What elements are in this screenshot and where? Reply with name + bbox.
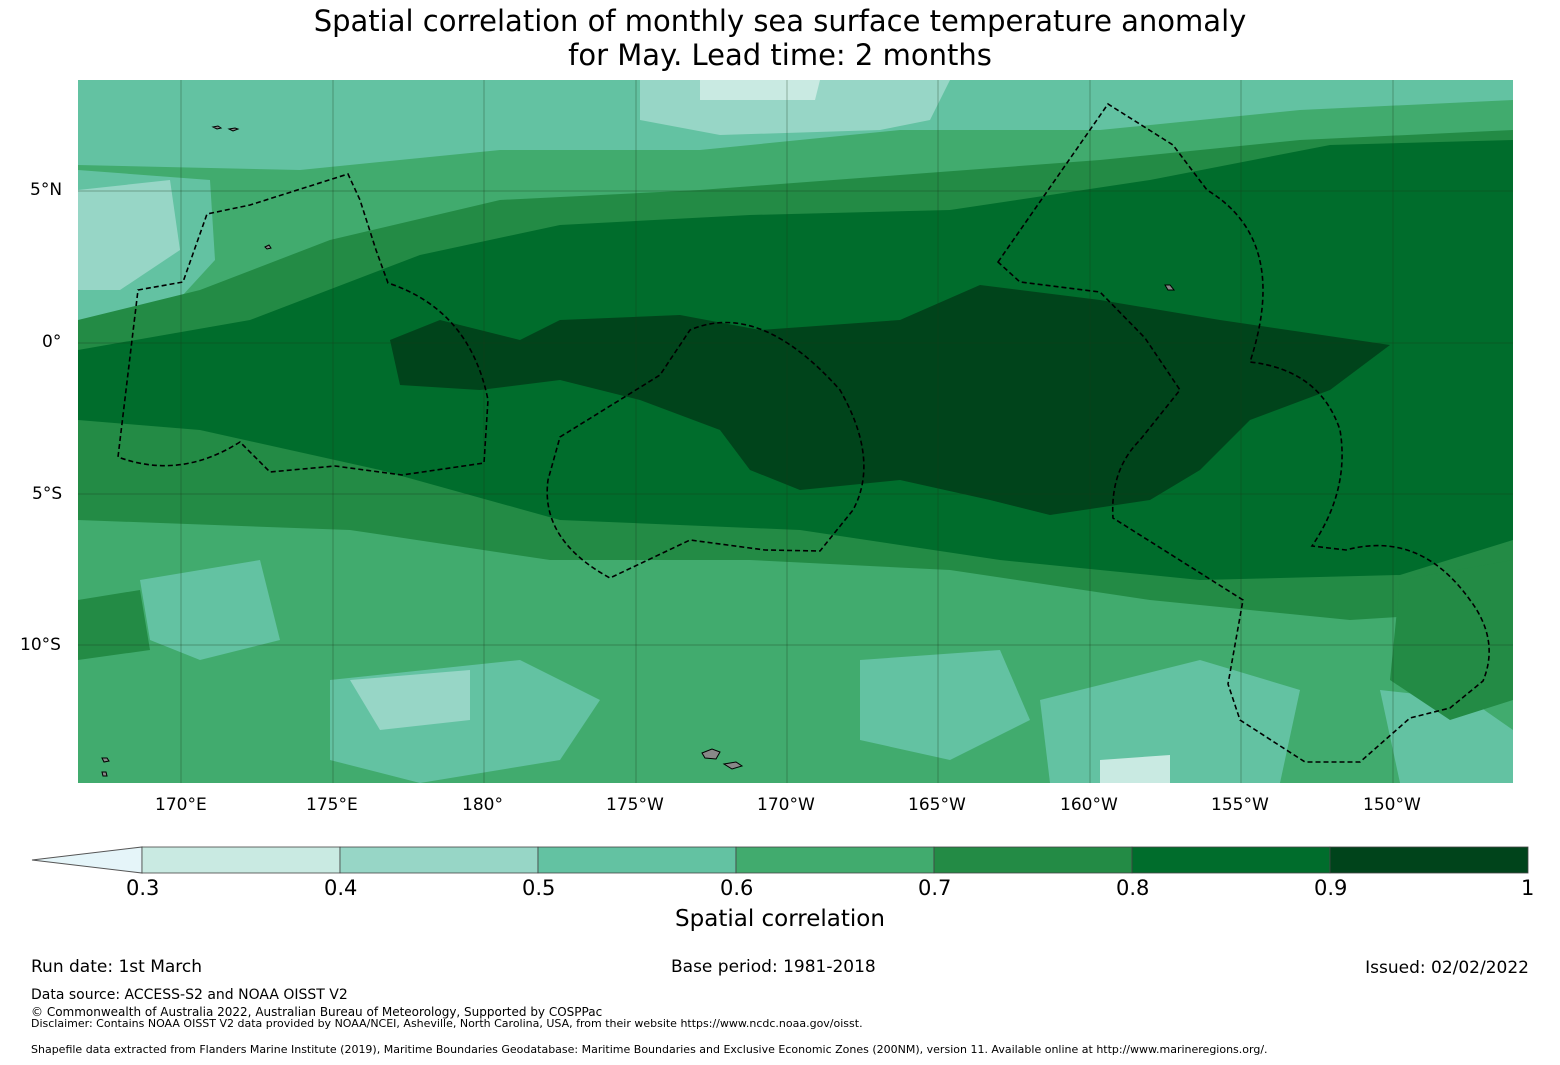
lat-label: 5°N [30, 180, 63, 200]
small-island [1164, 284, 1176, 291]
eez-kiribati-gilbert [117, 173, 489, 476]
lon-label: 170°W [757, 795, 815, 815]
lon-label: 160°W [1060, 795, 1118, 815]
colorbar-tick: 0.6 [720, 876, 754, 900]
colorbar-swatch [141, 846, 341, 874]
eez-kiribati-line [996, 102, 1490, 763]
issued-date: Issued: 02/02/2022 [1365, 958, 1529, 978]
colorbar-tick: 0.3 [126, 876, 160, 900]
colorbar-tick: 0.9 [1314, 876, 1348, 900]
disclaimer: Disclaimer: Contains NOAA OISST V2 data … [31, 1017, 863, 1030]
eez-tokelau [546, 321, 865, 579]
colorbar-tick: 0.5 [522, 876, 556, 900]
field-northwest-0.4-0.5 [78, 180, 180, 290]
copyright: © Commonwealth of Australia 2022, Austra… [31, 1005, 603, 1019]
colorbar-swatch [537, 846, 737, 874]
lat-label: 5°S [32, 484, 63, 504]
field-south-0.5-0.6 [860, 650, 1030, 760]
colorbar [31, 846, 1529, 874]
lon-label: 170°E [155, 795, 207, 815]
colorbar-swatch [1329, 846, 1529, 874]
small-island [227, 127, 240, 132]
field-south-0.5-0.6 [1040, 660, 1300, 783]
field-south-0.5-0.6 [140, 560, 280, 660]
colorbar-tick: 1 [1521, 876, 1535, 900]
colorbar-tick: 0.7 [918, 876, 952, 900]
field-southwest-0.7-0.8 [78, 590, 150, 660]
samoa-island [722, 761, 744, 770]
islands [101, 125, 1176, 777]
field-north-0.3-0.4 [700, 80, 820, 100]
map-title-line1: Spatial correlation of monthly sea surfa… [313, 4, 1247, 38]
field-southeast-0.7-0.8 [1390, 560, 1513, 720]
small-island [264, 244, 272, 250]
small-island [211, 125, 223, 130]
field-south-0.4-0.5 [350, 670, 470, 730]
eez-boundaries [117, 102, 1490, 763]
colorbar-swatch [1131, 846, 1331, 874]
map-title-line2: for May. Lead time: 2 months [568, 38, 992, 72]
colorbar-tick: 0.4 [324, 876, 358, 900]
colorbar-tick: 0.8 [1116, 876, 1150, 900]
lon-label: 165°W [908, 795, 966, 815]
small-island [101, 771, 108, 777]
colorbar-swatch [933, 846, 1133, 874]
colorbar-extend-triangle [31, 846, 143, 874]
shapefile-credit: Shapefile data extracted from Flanders M… [31, 1043, 1268, 1056]
field-southeast-0.5-0.6 [1380, 690, 1513, 783]
small-island [101, 757, 110, 763]
lon-label: 155°W [1211, 795, 1269, 815]
lat-label: 0° [42, 332, 62, 352]
colorbar-swatch [339, 846, 539, 874]
run-date: Run date: 1st March [31, 957, 203, 977]
colorbar-swatch [735, 846, 935, 874]
lon-label: 175°E [306, 795, 358, 815]
lon-label: 150°W [1363, 795, 1421, 815]
colorbar-label: Spatial correlation [675, 906, 885, 932]
data-source: Data source: ACCESS-S2 and NOAA OISST V2 [31, 987, 348, 1003]
base-period: Base period: 1981-2018 [671, 957, 876, 977]
lon-label: 175°W [606, 795, 664, 815]
lat-label: 10°S [20, 635, 61, 655]
field-0.9-1.0 [390, 285, 1390, 515]
graticule [78, 80, 1513, 783]
samoa-island [701, 748, 721, 760]
correlation-field [78, 80, 1513, 783]
lon-label: 180° [462, 795, 503, 815]
field-south-0.3-0.4 [1100, 755, 1170, 783]
